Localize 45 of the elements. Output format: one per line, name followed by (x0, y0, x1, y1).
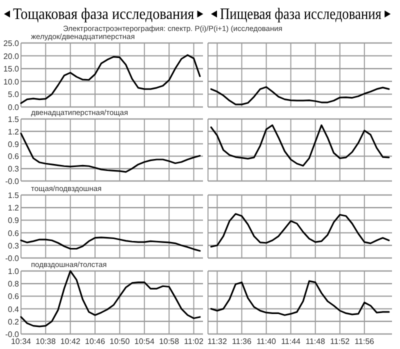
y-tick-label: 0.0 (8, 103, 20, 112)
x-tick-label: 11:44 (281, 337, 302, 346)
x-tick-label: 10:50 (110, 337, 130, 346)
y-tick-label: 5.0 (8, 90, 20, 100)
x-tick-label: 11:32 (207, 337, 228, 346)
y-tick-label: 0.6 (8, 292, 20, 302)
y-tick-label: 1.0 (8, 267, 20, 276)
y-tick-label: 10.0 (3, 77, 20, 86)
y-tick-label: 1.2 (8, 127, 20, 136)
x-tick-label: 11:02 (184, 337, 204, 346)
y-tick-label: 15.0 (3, 64, 20, 74)
y-tick-label: 0.6 (8, 228, 20, 238)
x-tick-label: 11:36 (232, 337, 252, 346)
y-tick-label: 20.0 (3, 52, 20, 61)
x-tick-label: 10:46 (85, 337, 106, 346)
y-tick-label: 0.9 (8, 216, 20, 226)
y-tick-label: 0.8 (8, 280, 20, 289)
y-tick-label: 0.3 (8, 164, 20, 174)
x-tick-label: 11:52 (330, 337, 350, 346)
line-series (20, 132, 201, 173)
line-series (20, 54, 201, 104)
y-tick-label: 25.0 (3, 39, 20, 48)
y-tick-label: 1.5 (8, 115, 20, 124)
x-tick-label: 10:42 (60, 337, 81, 346)
x-tick-label: 10:54 (134, 337, 155, 346)
y-tick-label: 0.9 (8, 140, 20, 149)
x-tick-label: 11:40 (256, 337, 277, 346)
x-tick-label: 10:58 (159, 337, 180, 346)
y-tick-label: 1.5 (8, 191, 20, 200)
x-tick-label: 11:56 (354, 337, 375, 346)
chart-title: Пищевая фаза исследования (220, 6, 382, 24)
x-tick-label: 10:38 (36, 337, 56, 346)
x-tick-label: 10:34 (10, 337, 32, 346)
y-tick-label: 1.2 (8, 204, 20, 213)
line-series (20, 270, 201, 328)
y-tick-label: 0.3 (8, 241, 20, 250)
y-tick-label: 0.2 (8, 317, 20, 326)
line-series (20, 236, 201, 252)
x-tick-label: 11:48 (306, 337, 326, 346)
y-tick-label: 0.6 (8, 152, 20, 162)
y-tick-label: -0.0 (5, 177, 20, 186)
chart-title: Тощаковая фаза исследования (13, 6, 194, 24)
y-tick-label: -0.0 (5, 254, 20, 263)
y-tick-label: -0.0 (5, 330, 20, 339)
y-tick-label: 0.4 (8, 304, 20, 314)
